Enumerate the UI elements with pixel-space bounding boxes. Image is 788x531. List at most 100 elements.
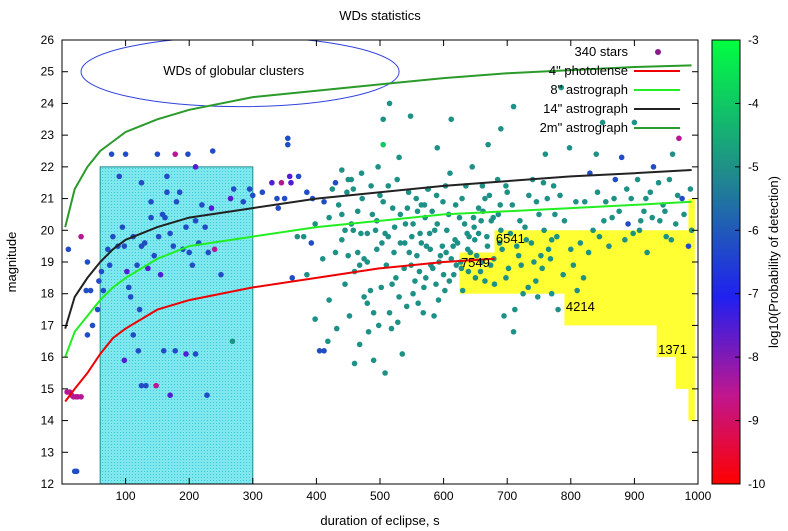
data-point bbox=[479, 183, 486, 189]
data-point bbox=[157, 271, 164, 278]
data-point bbox=[250, 192, 256, 199]
data-point bbox=[361, 294, 367, 300]
data-point bbox=[536, 211, 542, 218]
data-point bbox=[420, 309, 427, 316]
data-point bbox=[100, 287, 107, 294]
data-point bbox=[289, 275, 296, 281]
data-point bbox=[540, 179, 547, 186]
data-point bbox=[316, 348, 323, 354]
data-point bbox=[78, 233, 84, 240]
data-point bbox=[358, 170, 365, 176]
data-point bbox=[345, 252, 352, 259]
data-point bbox=[517, 217, 523, 224]
data-point bbox=[192, 164, 199, 170]
data-point bbox=[409, 233, 415, 240]
data-point bbox=[312, 316, 318, 322]
data-point bbox=[475, 205, 482, 211]
data-point bbox=[548, 237, 555, 243]
colorbar-tick-label: -8 bbox=[748, 350, 759, 364]
data-point bbox=[394, 176, 400, 183]
data-point bbox=[326, 214, 332, 221]
data-point bbox=[452, 202, 459, 208]
data-point bbox=[205, 249, 212, 256]
y-tick-label: 17 bbox=[41, 318, 55, 332]
data-point bbox=[89, 322, 96, 329]
data-point bbox=[185, 151, 191, 157]
data-point bbox=[657, 217, 663, 224]
data-point bbox=[685, 243, 692, 249]
globular-cluster-ellipse bbox=[80, 40, 400, 108]
data-point bbox=[321, 198, 327, 205]
x-tick-label: 500 bbox=[370, 489, 390, 503]
data-point bbox=[399, 351, 406, 357]
data-point bbox=[218, 271, 224, 278]
data-point bbox=[498, 227, 504, 234]
data-point bbox=[662, 208, 668, 215]
data-point bbox=[585, 249, 592, 256]
data-point bbox=[674, 192, 681, 199]
curve bbox=[64, 64, 692, 228]
data-point bbox=[391, 224, 398, 230]
data-point bbox=[558, 84, 565, 91]
data-point bbox=[593, 151, 600, 157]
data-point bbox=[121, 243, 128, 249]
data-point bbox=[288, 179, 294, 186]
data-point bbox=[666, 176, 673, 183]
data-point bbox=[477, 268, 484, 275]
data-point bbox=[312, 221, 318, 227]
data-point bbox=[209, 148, 216, 154]
data-point bbox=[533, 278, 539, 284]
data-point bbox=[294, 233, 301, 240]
data-point bbox=[170, 243, 177, 249]
data-point bbox=[204, 392, 210, 399]
legend-label: 4" photolense bbox=[549, 63, 628, 78]
data-point bbox=[342, 227, 348, 234]
data-point bbox=[404, 205, 411, 211]
data-point bbox=[375, 164, 381, 170]
data-point bbox=[192, 351, 199, 357]
data-point bbox=[594, 189, 601, 196]
data-point bbox=[84, 332, 91, 338]
data-point bbox=[379, 240, 385, 246]
data-point bbox=[443, 227, 450, 234]
data-point bbox=[119, 224, 126, 230]
data-point bbox=[136, 306, 143, 313]
data-point bbox=[122, 151, 129, 157]
data-point bbox=[356, 262, 363, 268]
data-point bbox=[631, 119, 638, 126]
data-point bbox=[669, 151, 676, 157]
data-point bbox=[482, 195, 488, 202]
data-point bbox=[533, 198, 540, 205]
data-point bbox=[534, 294, 541, 300]
data-point bbox=[545, 246, 552, 253]
y-tick-label: 16 bbox=[41, 350, 55, 364]
data-point bbox=[259, 189, 266, 196]
data-point bbox=[135, 348, 142, 354]
data-point bbox=[94, 306, 101, 313]
data-point bbox=[211, 246, 218, 253]
data-point bbox=[687, 186, 694, 192]
data-point bbox=[555, 306, 561, 313]
data-point bbox=[611, 195, 617, 202]
data-point bbox=[636, 227, 643, 234]
data-point bbox=[407, 113, 414, 119]
data-point bbox=[284, 135, 291, 142]
y-tick-label: 26 bbox=[41, 33, 55, 47]
data-point bbox=[332, 179, 339, 186]
data-point bbox=[628, 195, 635, 202]
curve bbox=[64, 200, 692, 358]
data-point bbox=[269, 179, 275, 186]
data-point bbox=[208, 205, 215, 211]
data-point bbox=[370, 309, 377, 316]
data-point bbox=[339, 237, 345, 243]
data-point bbox=[472, 275, 479, 281]
data-point bbox=[138, 382, 145, 389]
data-point bbox=[512, 306, 518, 313]
data-point bbox=[278, 179, 285, 186]
data-point bbox=[470, 214, 477, 221]
legend: 340 stars 4" photolense 8" astrograph 14" a… bbox=[540, 44, 680, 135]
y-tick-label: 19 bbox=[41, 255, 55, 269]
data-point bbox=[544, 195, 551, 202]
data-point bbox=[503, 183, 509, 189]
data-point bbox=[548, 290, 555, 297]
